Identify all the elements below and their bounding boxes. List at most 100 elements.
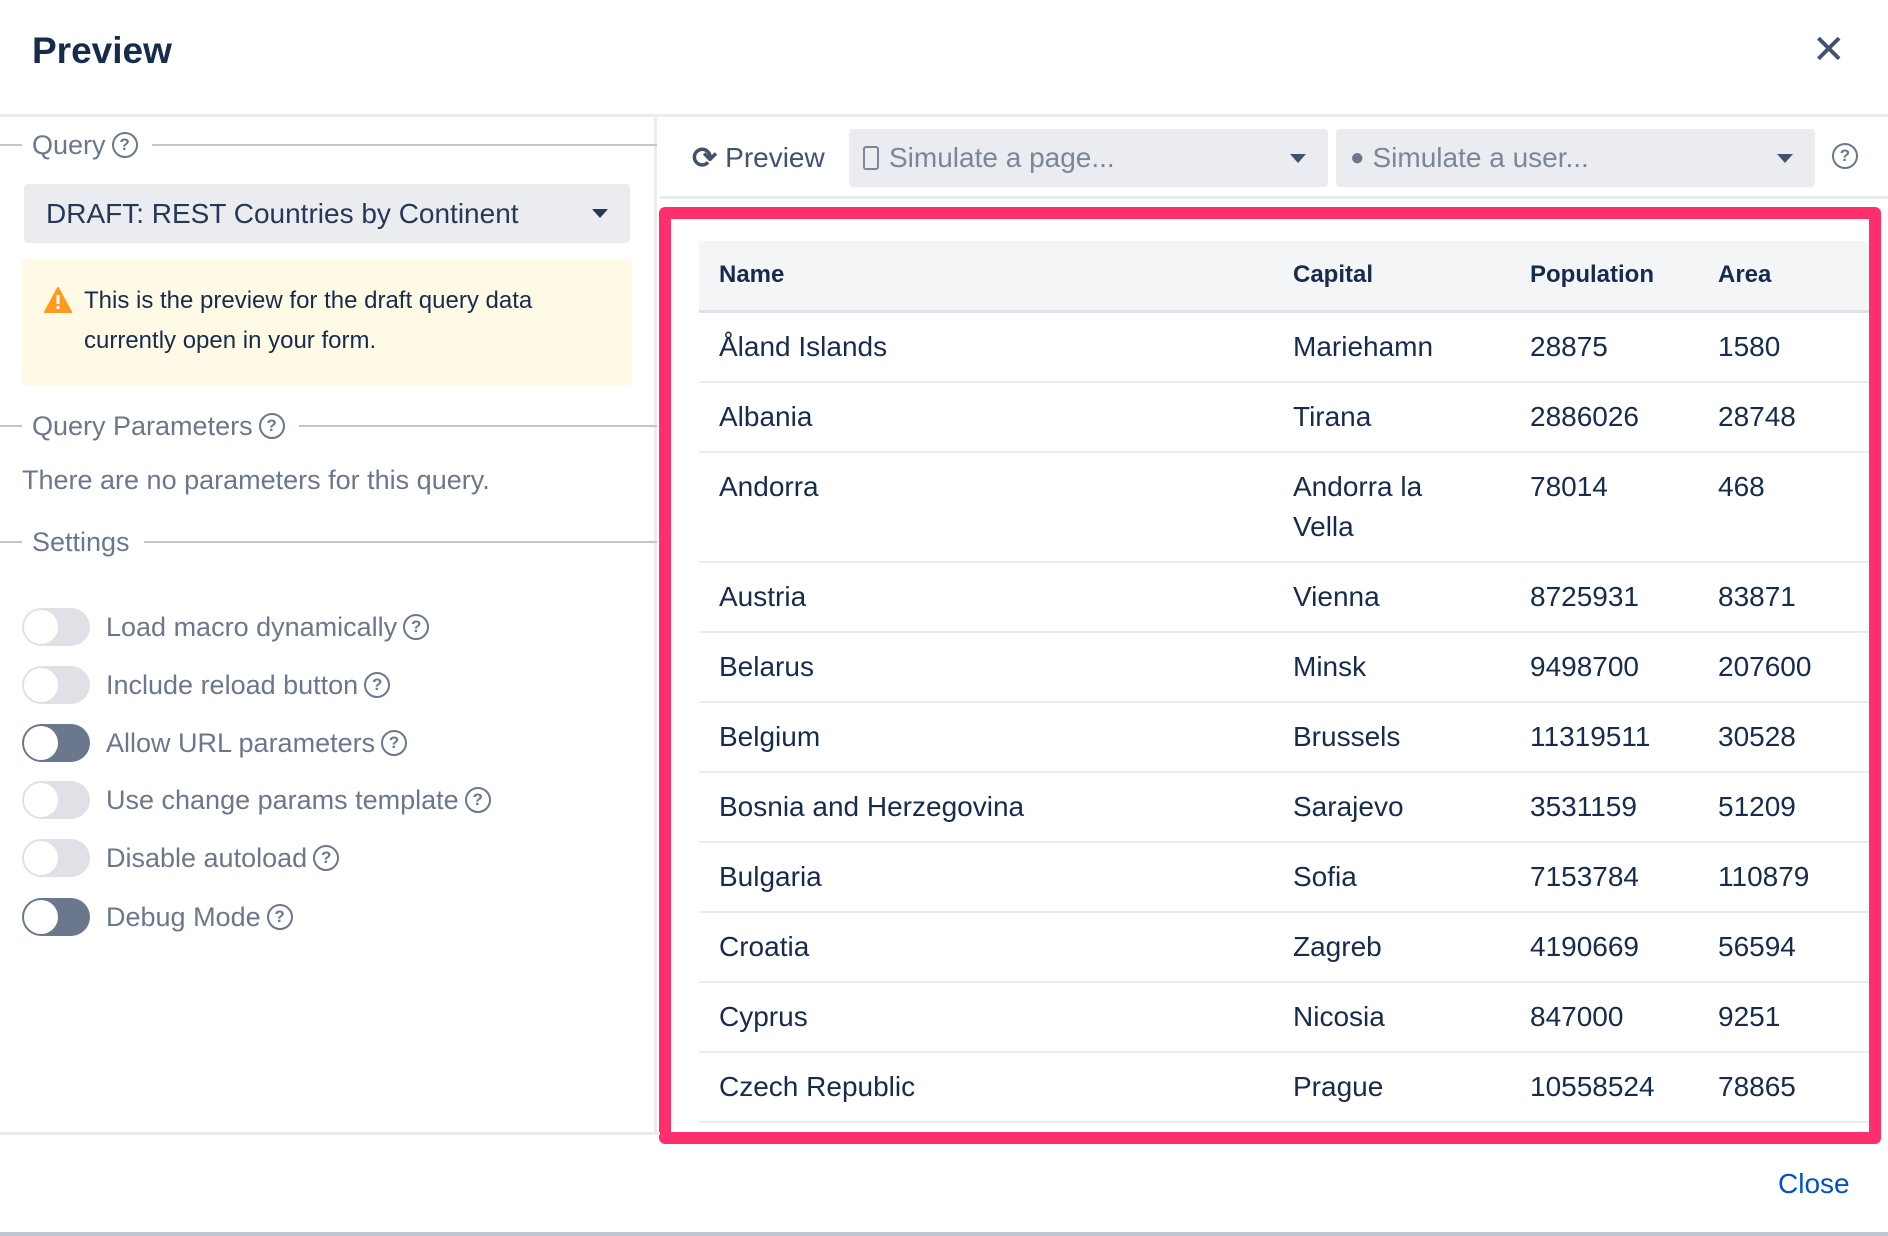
table-row: Bosnia and Herzegovina Sarajevo 3531159 512… xyxy=(699,771,1869,843)
help-icon[interactable]: ? xyxy=(313,845,340,871)
table-cell: 28748 xyxy=(1698,381,1869,453)
setting-label: Include reload button xyxy=(106,669,359,700)
no-params-text: There are no parameters for this query. xyxy=(22,465,490,495)
preview-label: Preview xyxy=(725,142,825,173)
table-header-row: Name Capital Population Area xyxy=(699,241,1869,313)
table-cell: Austria xyxy=(699,561,1273,633)
help-icon[interactable]: ? xyxy=(1832,143,1858,169)
table-cell: 468 xyxy=(1698,451,1869,563)
table-row: Austria Vienna 8725931 83871 xyxy=(699,561,1869,633)
table-cell: Croatia xyxy=(699,911,1273,983)
table-cell: 78014 xyxy=(1510,451,1698,563)
column-header[interactable]: Name xyxy=(699,241,1273,313)
table-row: Czech Republic Prague 10558524 78865 xyxy=(699,1051,1869,1123)
setting-label: Load macro dynamically xyxy=(106,611,398,642)
setting-toggle[interactable] xyxy=(22,724,90,762)
table-row: Belgium Brussels 11319511 30528 xyxy=(699,701,1869,773)
table-row: Albania Tirana 2886026 28748 xyxy=(699,381,1869,453)
table-cell: Zagreb xyxy=(1273,911,1510,983)
table-cell: Belgium xyxy=(699,701,1273,773)
setting-row: Debug Mode? xyxy=(22,898,293,936)
table-cell: 11319511 xyxy=(1510,701,1698,773)
setting-row: Allow URL parameters? xyxy=(22,724,408,762)
setting-toggle[interactable] xyxy=(22,839,90,877)
table-cell: Vienna xyxy=(1273,561,1510,633)
setting-toggle[interactable] xyxy=(22,608,90,646)
help-icon[interactable]: ? xyxy=(266,904,293,930)
draft-alert: This is the preview for the draft query … xyxy=(22,259,632,385)
settings-legend-label: Settings xyxy=(32,526,130,557)
table-cell: Belarus xyxy=(699,631,1273,703)
warning-icon xyxy=(44,287,72,313)
table-cell: 83871 xyxy=(1698,561,1869,633)
table-cell: Bosnia and Herzegovina xyxy=(699,771,1273,843)
help-icon[interactable]: ? xyxy=(258,413,285,439)
table-cell: 1580 xyxy=(1698,311,1869,383)
refresh-icon: ⟳ xyxy=(692,141,718,175)
setting-row: Disable autoload? xyxy=(22,839,340,877)
table-cell: Brussels xyxy=(1273,701,1510,773)
params-legend: Query Parameters? xyxy=(0,408,657,444)
setting-label: Disable autoload xyxy=(106,842,308,873)
setting-row: Load macro dynamically? xyxy=(22,608,430,646)
table-cell: Minsk xyxy=(1273,631,1510,703)
table-cell: 78865 xyxy=(1698,1051,1869,1123)
table-cell: Cyprus xyxy=(699,981,1273,1053)
table-row: Åland Islands Mariehamn 28875 1580 xyxy=(699,311,1869,383)
query-legend: Query? xyxy=(0,127,657,163)
column-header[interactable]: Capital xyxy=(1273,241,1510,313)
simulate-page-select[interactable]: Simulate a page... xyxy=(849,129,1328,187)
table-cell: 30528 xyxy=(1698,701,1869,773)
query-select[interactable]: DRAFT: REST Countries by Continent xyxy=(24,184,630,243)
bottom-border xyxy=(0,1232,1888,1236)
preview-button[interactable]: ⟳ Preview xyxy=(692,129,825,187)
table-cell: 28875 xyxy=(1510,311,1698,383)
column-header[interactable]: Population xyxy=(1510,241,1698,313)
params-legend-label: Query Parameters xyxy=(32,410,253,441)
help-icon[interactable]: ? xyxy=(364,672,391,698)
close-icon[interactable]: ✕ xyxy=(1812,28,1846,72)
setting-label: Allow URL parameters xyxy=(106,727,376,758)
setting-toggle[interactable] xyxy=(22,666,90,704)
table-cell: Andorra la Vella xyxy=(1273,451,1510,563)
table-row: Andorra Andorra la Vella 78014 468 xyxy=(699,451,1869,563)
table-cell: 9498700 xyxy=(1510,631,1698,703)
help-icon[interactable]: ? xyxy=(403,614,430,640)
simulate-user-select[interactable]: ● Simulate a user... xyxy=(1336,129,1815,187)
simulate-page-placeholder: Simulate a page... xyxy=(889,142,1115,173)
setting-toggle[interactable] xyxy=(22,898,90,936)
setting-label: Use change params template xyxy=(106,784,459,815)
table-cell: Åland Islands xyxy=(699,311,1273,383)
help-icon[interactable]: ? xyxy=(111,132,138,158)
table-row: Cyprus Nicosia 847000 9251 xyxy=(699,981,1869,1053)
table-cell: Czech Republic xyxy=(699,1051,1273,1123)
table-cell: 847000 xyxy=(1510,981,1698,1053)
table-cell: Nicosia xyxy=(1273,981,1510,1053)
table-cell: 2886026 xyxy=(1510,381,1698,453)
table-cell: 3531159 xyxy=(1510,771,1698,843)
preview-result-frame: Name Capital Population Area Åland Islands M… xyxy=(659,207,1881,1144)
chevron-down-icon xyxy=(592,209,608,218)
table-cell: 4190669 xyxy=(1510,911,1698,983)
setting-toggle[interactable] xyxy=(22,781,90,819)
simulate-user-placeholder: Simulate a user... xyxy=(1372,142,1589,173)
table-cell: 8725931 xyxy=(1510,561,1698,633)
table-row: Bulgaria Sofia 7153784 110879 xyxy=(699,841,1869,913)
column-header[interactable]: Area xyxy=(1698,241,1869,313)
table-cell: Andorra xyxy=(699,451,1273,563)
table-cell: Prague xyxy=(1273,1051,1510,1123)
table-cell: 51209 xyxy=(1698,771,1869,843)
dialog-title: Preview xyxy=(32,30,172,71)
query-legend-label: Query xyxy=(32,129,106,160)
table-cell: Bulgaria xyxy=(699,841,1273,913)
help-icon[interactable]: ? xyxy=(464,787,491,813)
header-divider xyxy=(0,114,1888,117)
countries-table: Name Capital Population Area Åland Islands M… xyxy=(699,241,1869,1123)
close-button[interactable]: Close xyxy=(1778,1168,1850,1199)
chevron-down-icon xyxy=(1777,153,1793,163)
table-row: Croatia Zagreb 4190669 56594 xyxy=(699,911,1869,983)
setting-label: Debug Mode xyxy=(106,901,261,932)
setting-row: Include reload button? xyxy=(22,666,391,704)
help-icon[interactable]: ? xyxy=(381,730,408,756)
setting-row: Use change params template? xyxy=(22,781,491,819)
